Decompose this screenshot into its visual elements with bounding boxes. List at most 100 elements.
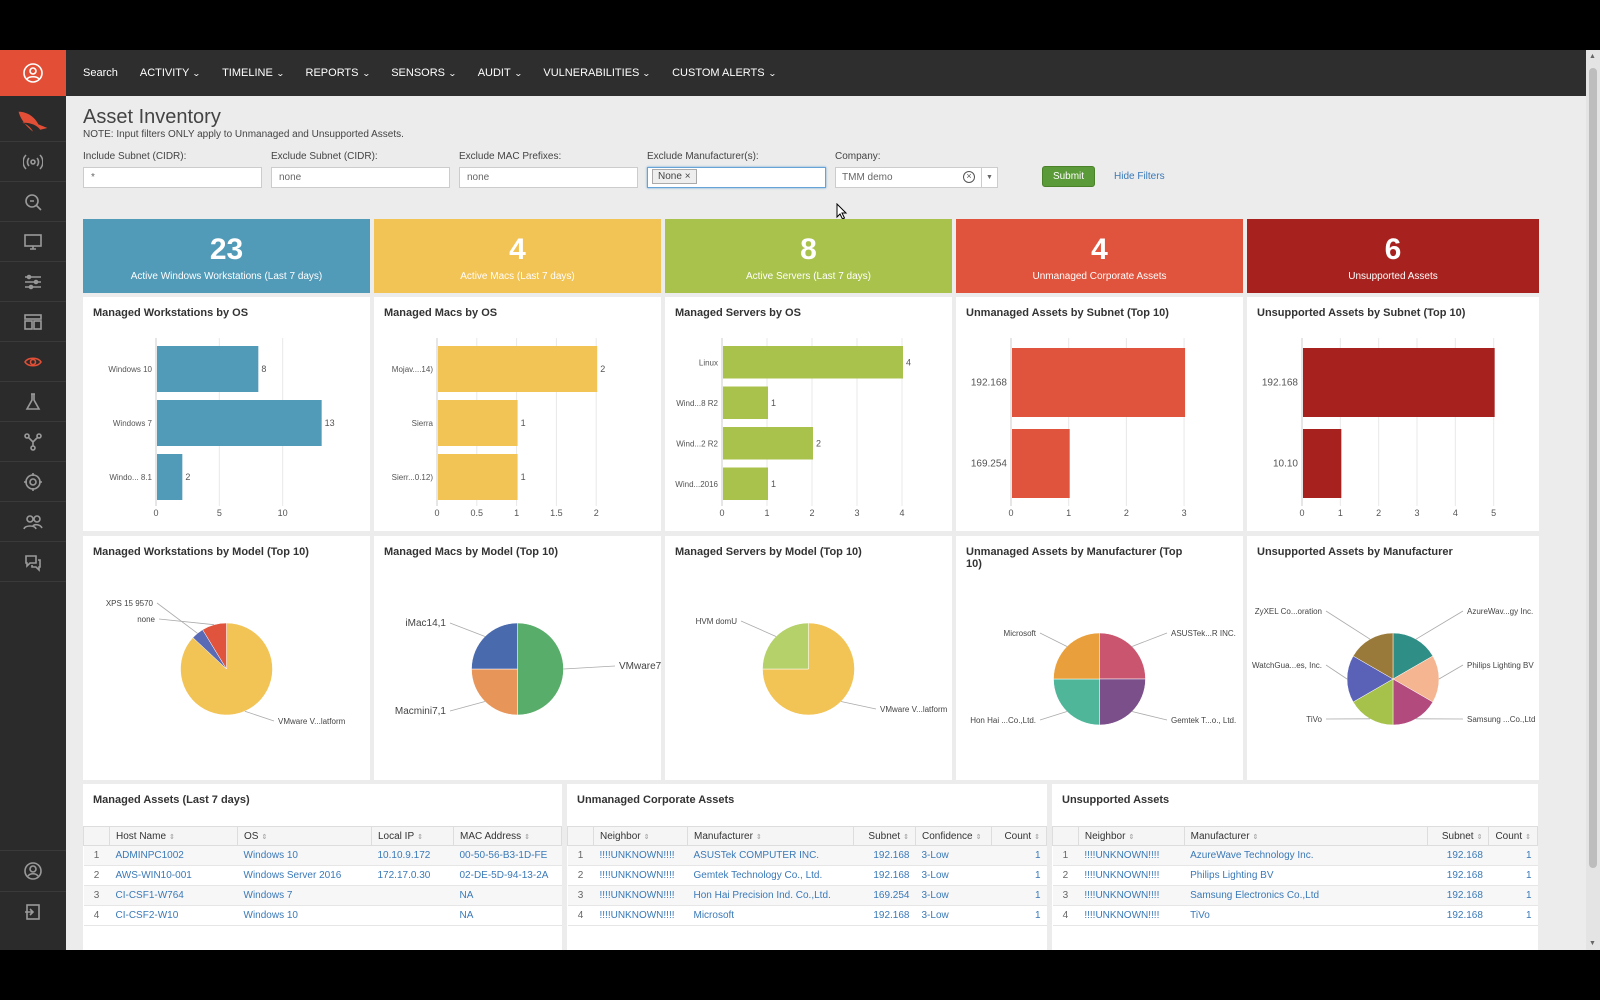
- scrollbar-thumb[interactable]: [1589, 68, 1597, 868]
- clear-icon[interactable]: ×: [963, 171, 975, 183]
- table-cell[interactable]: 1: [991, 905, 1047, 926]
- stat-tile[interactable]: 6 Unsupported Assets: [1247, 219, 1539, 293]
- bar[interactable]: [157, 400, 322, 446]
- table-row[interactable]: 1 ADMINPC1002 Windows 10 10.10.9.172 00-50-5…: [83, 845, 562, 866]
- table-cell[interactable]: !!!!UNKNOWN!!!!: [1078, 905, 1185, 926]
- table-row[interactable]: 4 !!!!UNKNOWN!!!! TiVo 192.168 1: [1052, 905, 1538, 926]
- column-header[interactable]: OS ⇕: [237, 826, 372, 846]
- table-cell[interactable]: 192.168: [1427, 845, 1489, 866]
- table-cell[interactable]: 1: [1488, 905, 1538, 926]
- table-cell[interactable]: !!!!UNKNOWN!!!!: [593, 905, 688, 926]
- table-cell[interactable]: Samsung Electronics Co.,Ltd: [1184, 885, 1427, 906]
- table-cell[interactable]: Windows 7: [237, 885, 372, 906]
- table-cell[interactable]: Microsoft: [687, 905, 854, 926]
- sign-out-icon[interactable]: [0, 891, 66, 932]
- sort-icon[interactable]: ⇕: [524, 833, 531, 841]
- table-row[interactable]: 2 !!!!UNKNOWN!!!! Gemtek Technology Co., L…: [567, 865, 1047, 886]
- sort-icon[interactable]: ⇕: [1034, 833, 1040, 841]
- table-cell[interactable]: CI-CSF1-W764: [109, 885, 238, 906]
- sort-icon[interactable]: ⇕: [1128, 833, 1135, 841]
- bar[interactable]: [438, 454, 518, 500]
- exclude-subnet-input[interactable]: none: [271, 167, 450, 188]
- bar[interactable]: [1012, 348, 1186, 417]
- sliders-icon[interactable]: [0, 262, 66, 302]
- stat-tile[interactable]: 23 Active Windows Workstations (Last 7 da…: [83, 219, 370, 293]
- table-row[interactable]: 2 AWS-WIN10-001 Windows Server 2016 172.17.…: [83, 865, 562, 886]
- column-header[interactable]: Subnet ⇕: [1426, 826, 1490, 846]
- nav-sensors[interactable]: SENSORS ⌄: [391, 67, 457, 79]
- table-cell[interactable]: 3-Low: [915, 865, 992, 886]
- pie-slice[interactable]: [1392, 632, 1434, 680]
- nav-timeline[interactable]: TIMELINE ⌄: [222, 67, 284, 79]
- network-icon[interactable]: [0, 422, 66, 462]
- table-cell[interactable]: 172.17.0.30: [371, 865, 454, 886]
- table-cell[interactable]: 192.168: [1427, 905, 1489, 926]
- table-cell[interactable]: 3-Low: [915, 845, 992, 866]
- column-header[interactable]: Count ⇕: [991, 826, 1047, 846]
- table-cell[interactable]: 192.168: [1427, 865, 1489, 886]
- bar[interactable]: [1012, 429, 1070, 498]
- table-cell[interactable]: 192.168: [1427, 885, 1489, 906]
- pie-slice[interactable]: [517, 622, 564, 716]
- hide-filters-link[interactable]: Hide Filters: [1114, 171, 1165, 182]
- bar[interactable]: [157, 346, 259, 392]
- eye-icon[interactable]: [0, 342, 66, 382]
- table-cell[interactable]: !!!!UNKNOWN!!!!: [1078, 865, 1185, 886]
- company-select[interactable]: TMM demo × ▼: [835, 167, 998, 188]
- bar[interactable]: [438, 346, 598, 392]
- signal-icon[interactable]: [0, 142, 66, 182]
- pie-slice[interactable]: [1346, 655, 1394, 703]
- table-cell[interactable]: Windows 10: [237, 905, 372, 926]
- nav-reports[interactable]: REPORTS ⌄: [306, 67, 371, 79]
- stat-tile[interactable]: 4 Unmanaged Corporate Assets: [956, 219, 1243, 293]
- scroll-down-icon[interactable]: ▼: [1589, 940, 1596, 947]
- table-cell[interactable]: Windows 10: [237, 845, 372, 866]
- table-cell[interactable]: 3-Low: [915, 885, 992, 906]
- table-row[interactable]: 1 !!!!UNKNOWN!!!! ASUSTek COMPUTER INC. 192…: [567, 845, 1047, 866]
- gear-icon[interactable]: [0, 462, 66, 502]
- table-cell[interactable]: !!!!UNKNOWN!!!!: [593, 885, 688, 906]
- search-alert-icon[interactable]: [0, 182, 66, 222]
- dashboard-icon[interactable]: [0, 302, 66, 342]
- table-row[interactable]: 3 !!!!UNKNOWN!!!! Samsung Electronics Co.,…: [1052, 885, 1538, 906]
- support-chat-icon[interactable]: [0, 542, 66, 582]
- scrollbar[interactable]: ▲ ▼: [1586, 50, 1600, 950]
- table-cell[interactable]: Philips Lighting BV: [1184, 865, 1427, 886]
- table-cell[interactable]: !!!!UNKNOWN!!!!: [1078, 885, 1185, 906]
- pie-slice[interactable]: [471, 622, 518, 670]
- include-subnet-input[interactable]: *: [83, 167, 262, 188]
- table-cell[interactable]: 1: [991, 845, 1047, 866]
- table-cell[interactable]: 1: [991, 885, 1047, 906]
- table-cell[interactable]: [371, 905, 454, 926]
- table-cell[interactable]: 1: [1488, 845, 1538, 866]
- column-header[interactable]: Neighbor ⇕: [1077, 826, 1185, 846]
- nav-search[interactable]: Search: [83, 67, 118, 79]
- sort-icon[interactable]: ⇕: [755, 833, 762, 841]
- table-cell[interactable]: Windows Server 2016: [237, 865, 372, 886]
- sort-icon[interactable]: ⇕: [1476, 833, 1483, 841]
- table-cell[interactable]: !!!!UNKNOWN!!!!: [593, 865, 688, 886]
- table-row[interactable]: 4 !!!!UNKNOWN!!!! Microsoft 192.168 3-Low 1: [567, 905, 1047, 926]
- exclude-mac-input[interactable]: none: [459, 167, 638, 188]
- column-header[interactable]: MAC Address ⇕: [453, 826, 562, 846]
- exclude-manufacturer-input[interactable]: None ×: [647, 167, 826, 188]
- bar[interactable]: [1303, 429, 1342, 498]
- stat-tile[interactable]: 4 Active Macs (Last 7 days): [374, 219, 661, 293]
- column-header[interactable]: Neighbor ⇕: [593, 826, 688, 846]
- column-header[interactable]: Manufacturer ⇕: [1183, 826, 1428, 846]
- table-cell[interactable]: [371, 885, 454, 906]
- table-cell[interactable]: ADMINPC1002: [109, 845, 238, 866]
- users-icon[interactable]: [0, 502, 66, 542]
- column-header[interactable]: Manufacturer ⇕: [687, 826, 854, 846]
- table-cell[interactable]: 1: [1488, 885, 1538, 906]
- column-header[interactable]: Confidence ⇕: [915, 826, 992, 846]
- table-cell[interactable]: CI-CSF2-W10: [109, 905, 238, 926]
- account-icon[interactable]: [0, 50, 66, 96]
- scroll-up-icon[interactable]: ▲: [1589, 53, 1596, 60]
- table-cell[interactable]: 192.168: [853, 905, 916, 926]
- nav-audit[interactable]: AUDIT ⌄: [478, 67, 523, 79]
- bar[interactable]: [157, 454, 183, 500]
- nav-vulnerabilities[interactable]: VULNERABILITIES ⌄: [543, 67, 651, 79]
- sort-icon[interactable]: ⇕: [643, 833, 650, 841]
- table-row[interactable]: 4 CI-CSF2-W10 Windows 10 NA: [83, 905, 562, 926]
